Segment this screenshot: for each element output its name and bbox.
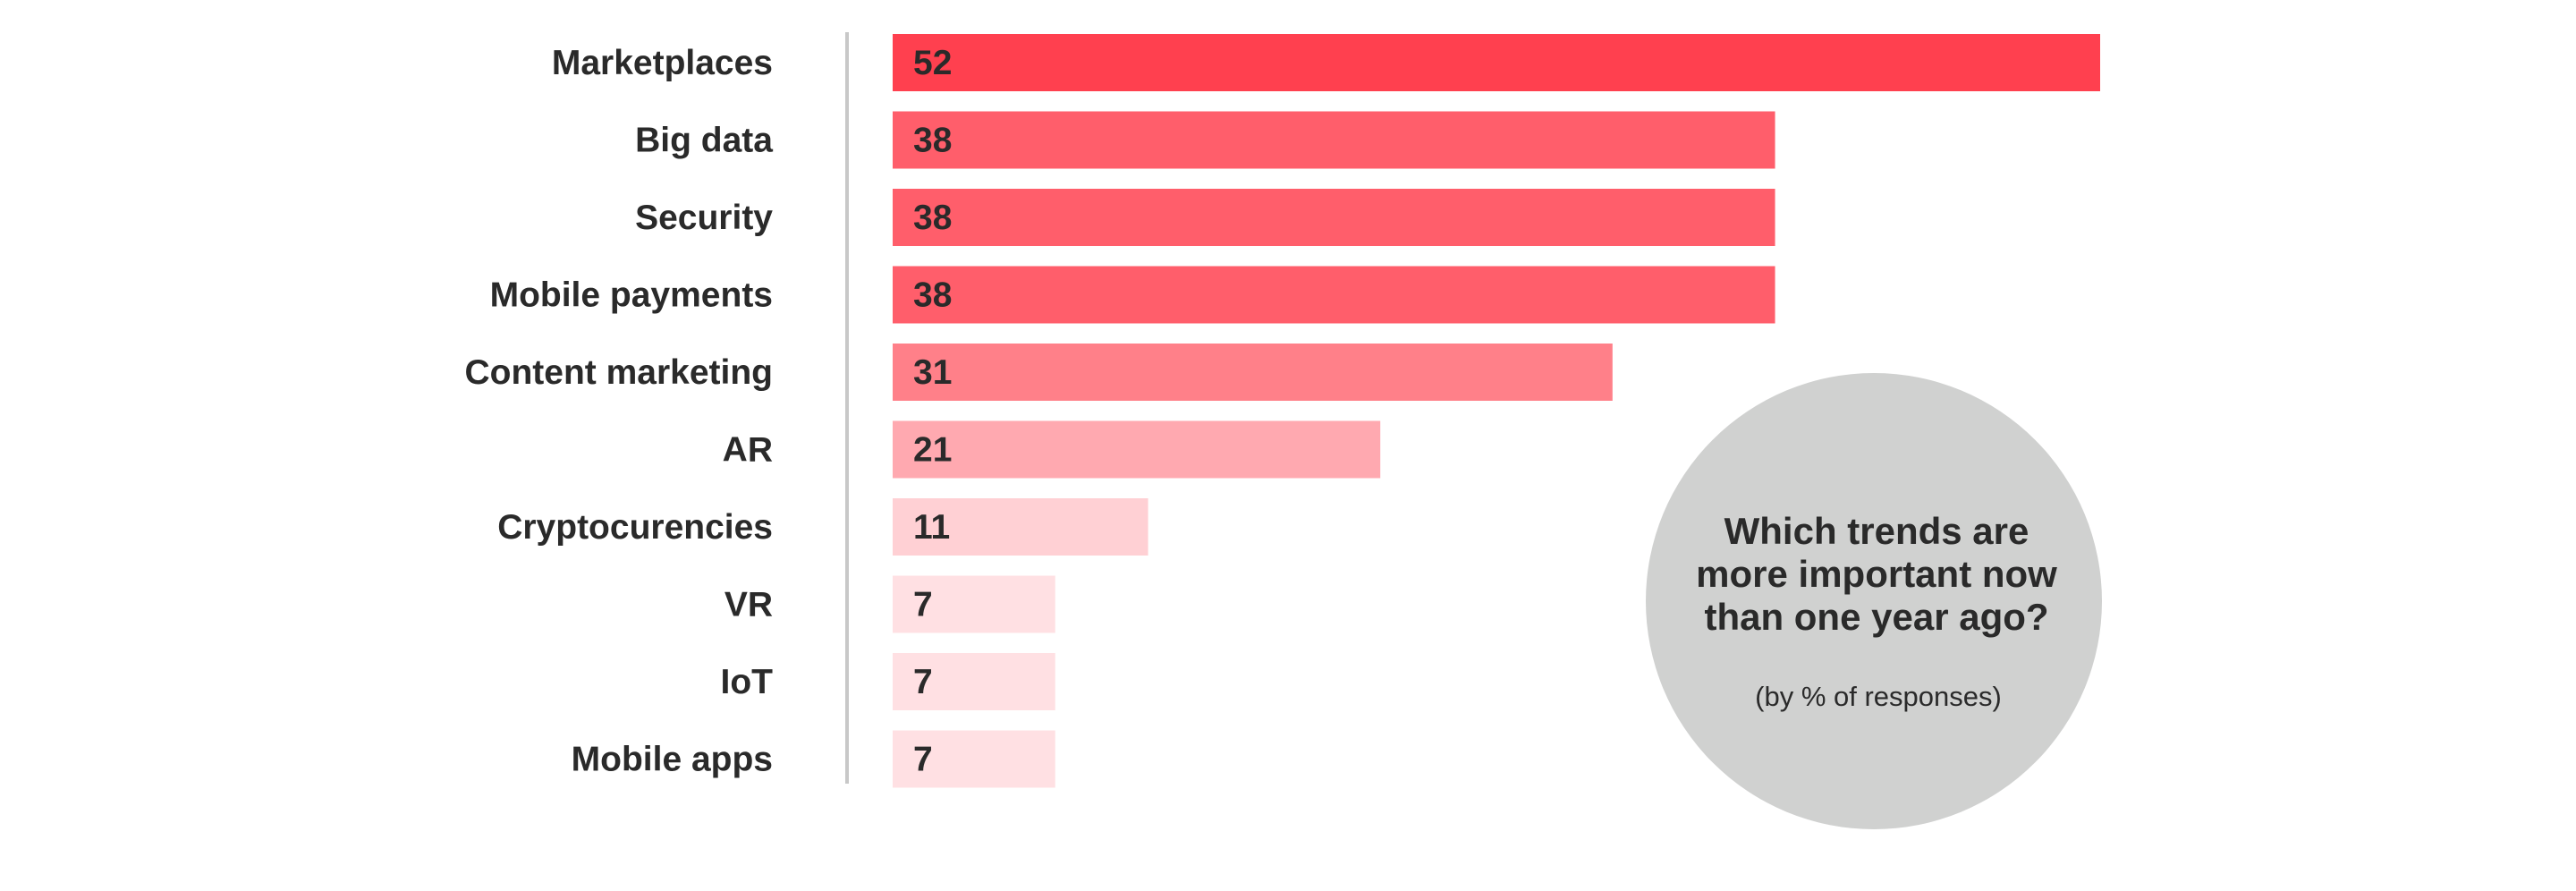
bar-mobile-apps (893, 730, 1055, 788)
bar-content-marketing (893, 344, 1613, 401)
bar-cryptocurencies (893, 498, 1148, 556)
question-line-2: more important now (1696, 553, 2057, 595)
bar-ar (893, 420, 1381, 479)
question-line-1: Which trends are (1724, 510, 2029, 552)
bar-marketplaces (893, 34, 2100, 91)
bar-big-data (893, 111, 1775, 169)
value-label-marketplaces: 52 (913, 44, 952, 82)
question-line-3: than one year ago? (1704, 596, 2048, 638)
category-label-big-data: Big data (635, 122, 773, 160)
value-label-big-data: 38 (913, 122, 952, 160)
category-label-cryptocurencies: Cryptocurencies (497, 508, 773, 547)
question-subtitle: (by % of responses) (1755, 681, 2002, 712)
value-label-mobile-payments: 38 (913, 276, 952, 315)
value-label-mobile-apps: 7 (913, 741, 933, 779)
value-label-iot: 7 (913, 663, 933, 701)
bar-vr (893, 575, 1055, 633)
category-label-marketplaces: Marketplaces (552, 44, 773, 82)
category-label-security: Security (635, 199, 773, 237)
category-label-content-marketing: Content marketing (464, 353, 773, 392)
value-label-vr: 7 (913, 586, 933, 624)
value-label-security: 38 (913, 199, 952, 237)
bar-mobile-payments (893, 266, 1775, 324)
bar-security (893, 189, 1775, 246)
category-label-vr: VR (724, 586, 773, 624)
bar-iot (893, 653, 1055, 710)
value-label-cryptocurencies: 11 (913, 508, 950, 547)
category-label-mobile-apps: Mobile apps (572, 741, 773, 779)
question-bubble: Which trends are more important now than… (1646, 373, 2102, 829)
bars-group: Marketplaces 52 Big data 38 Security 38 Mobile… (464, 34, 2100, 788)
category-label-iot: IoT (721, 663, 774, 701)
value-label-content-marketing: 31 (913, 353, 952, 392)
category-label-mobile-payments: Mobile payments (490, 276, 773, 315)
category-label-ar: AR (723, 431, 773, 470)
value-label-ar: 21 (913, 431, 952, 470)
question-bubble-circle (1646, 373, 2102, 829)
